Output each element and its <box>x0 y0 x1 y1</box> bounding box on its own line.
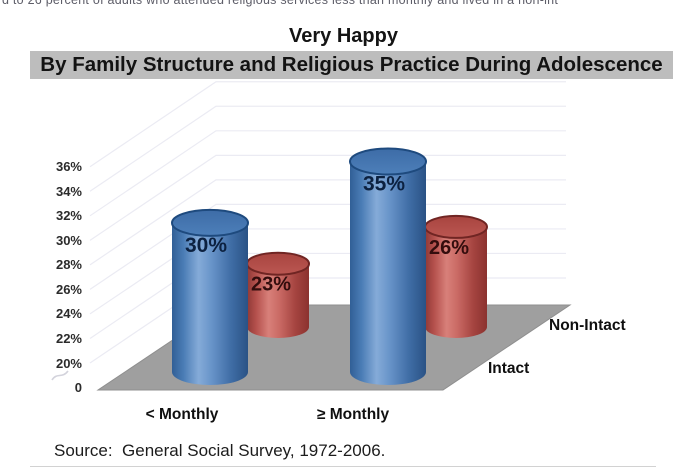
cylinder-bar: 35% <box>349 147 427 385</box>
clipped-top-caption: d to 26 percent of adults who attended r… <box>2 0 559 7</box>
ytick: 30% <box>56 233 82 248</box>
chart-subtitle: By Family Structure and Religious Practi… <box>30 51 673 79</box>
bar-value-label: 26% <box>429 237 469 259</box>
floor-plane <box>96 304 572 391</box>
ytick: 28% <box>56 257 82 272</box>
ytick-zero: 0 <box>75 380 82 395</box>
cylinder-bar: 26% <box>424 214 488 338</box>
gridline <box>89 81 566 168</box>
ytick: 24% <box>56 306 82 321</box>
x-axis-category-labels: < Monthly ≥ Monthly <box>146 406 390 423</box>
source-note: Source: General Social Survey, 1972-2006… <box>54 441 386 460</box>
axis-break-squiggle <box>51 370 69 381</box>
ytick: 26% <box>56 282 82 297</box>
gridline <box>89 130 566 217</box>
y-axis-ticks: 36% 34% 32% 30% 28% 26% 24% 22% 20% 0 <box>56 159 82 395</box>
bar-value-label: 35% <box>363 173 405 196</box>
cylinder-bar: 23% <box>246 251 310 338</box>
cylinder-bar: 30% <box>171 208 249 385</box>
gridline <box>89 154 566 241</box>
chart-title: Very Happy <box>289 25 398 47</box>
category-label-gte-monthly: ≥ Monthly <box>317 406 390 423</box>
bottom-divider <box>30 466 656 467</box>
ytick: 36% <box>56 159 82 174</box>
series-label-non-intact: Non-Intact <box>549 317 626 334</box>
gridline <box>89 203 566 290</box>
series-labels: Non-Intact Intact <box>488 317 626 377</box>
ytick: 20% <box>56 356 82 371</box>
cylinders: 23% 26% 30% 35% <box>171 147 488 385</box>
bar-value-label: 23% <box>251 274 291 296</box>
category-label-lt-monthly: < Monthly <box>146 406 219 423</box>
ytick: 34% <box>56 184 82 199</box>
gridline <box>89 179 566 266</box>
ytick: 32% <box>56 208 82 223</box>
series-label-intact: Intact <box>488 360 529 377</box>
ytick: 22% <box>56 331 82 346</box>
gridline <box>89 105 566 192</box>
bar-value-label: 30% <box>185 234 227 257</box>
